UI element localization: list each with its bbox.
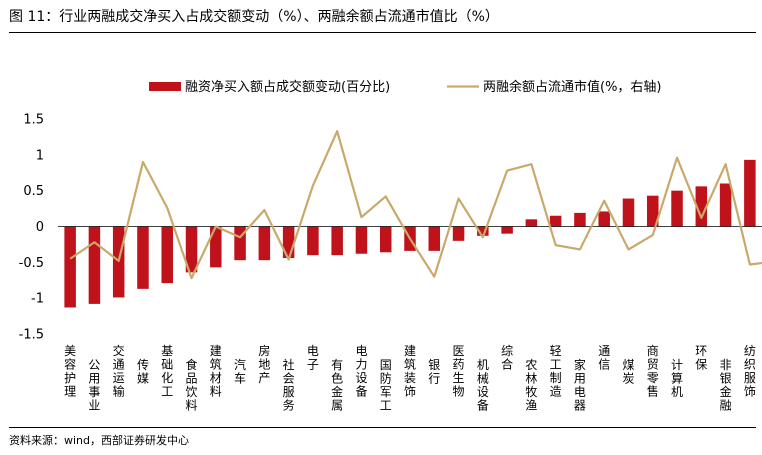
x-category-label: 机械设备	[477, 358, 489, 413]
bar	[137, 226, 149, 289]
bar	[88, 226, 101, 304]
x-category-label: 商贸零售	[647, 343, 659, 399]
x-category-label: 基础化工	[161, 344, 173, 399]
x-category-label: 有色金属	[331, 358, 343, 413]
bar	[598, 211, 610, 227]
y-axis: 1.5 1 0.5 0 -0.5 -1 -1.5	[19, 113, 44, 343]
bar	[185, 226, 198, 273]
y-tick-label: 0	[36, 220, 44, 235]
line-series	[69, 130, 762, 280]
bar	[695, 186, 708, 227]
bar	[282, 226, 295, 259]
bar	[744, 159, 756, 227]
y-tick-label: -1	[31, 292, 44, 307]
x-category-label: 国防军工	[380, 358, 392, 413]
x-category-label: 纺织服饰	[744, 344, 756, 399]
bar	[549, 215, 562, 227]
title-divider	[9, 32, 756, 33]
line-path	[69, 130, 762, 280]
x-category-label: 电力设备	[355, 344, 367, 399]
chart: 融资净买入额占成交额变动(百分比) 两融余额占流通市值(%，右轴) 1.5 1 0.…	[19, 79, 762, 413]
legend: 融资净买入额占成交额变动(百分比) 两融余额占流通市值(%，右轴)	[149, 79, 662, 95]
bar	[428, 226, 441, 251]
x-category-label: 通信	[598, 344, 610, 372]
x-category-label: 建筑材料	[210, 344, 222, 399]
x-category-label: 交通运输	[113, 343, 125, 399]
bar	[671, 190, 683, 227]
x-category-label: 美容护理	[64, 344, 76, 399]
x-category-label: 轻工制造	[550, 344, 562, 399]
bar-series	[64, 159, 756, 308]
bar	[307, 226, 319, 256]
bar	[355, 226, 368, 254]
legend-line-label: 两融余额占流通市值(%，右轴)	[483, 79, 662, 95]
bar	[719, 183, 732, 227]
x-category-label: 电子	[307, 344, 319, 372]
bar	[331, 226, 343, 256]
y-tick-label: -0.5	[19, 256, 44, 271]
x-category-label: 非银金融	[720, 358, 732, 413]
x-category-label: 煤炭	[622, 358, 634, 386]
y-tick-label: 1	[36, 148, 44, 163]
x-category-label: 医药生物	[453, 344, 465, 399]
bar	[622, 198, 635, 227]
bar	[501, 226, 513, 234]
x-category-label: 公用事业	[88, 358, 100, 413]
bar	[258, 226, 271, 261]
bar	[64, 226, 76, 308]
y-tick-label: 0.5	[23, 184, 44, 199]
x-category-label: 家用电器	[574, 357, 586, 413]
bar	[161, 226, 173, 284]
x-category-label: 银行	[428, 358, 440, 386]
bar	[234, 226, 246, 261]
y-tick-label: -1.5	[19, 328, 44, 343]
legend-bar-swatch	[149, 82, 181, 91]
source-note: 资料来源：wind，西部证券研发中心	[9, 434, 190, 447]
x-category-label: 汽车	[234, 357, 246, 386]
bar	[574, 212, 586, 227]
x-category-label: 环保	[695, 344, 707, 372]
bar	[477, 226, 489, 236]
bar	[525, 219, 538, 227]
x-category-label: 社会服务	[283, 357, 295, 413]
footer-divider	[9, 427, 756, 428]
bar	[647, 195, 659, 227]
x-category-label: 食品饮料	[186, 357, 198, 413]
bar	[210, 226, 222, 268]
x-category-label: 建筑装饰	[404, 344, 416, 399]
x-category-label: 计算机	[671, 358, 683, 399]
x-category-label: 农林牧渔	[525, 358, 537, 413]
x-category-label: 综合	[501, 344, 513, 372]
bar	[452, 226, 465, 241]
legend-bar-label: 融资净买入额占成交额变动(百分比)	[185, 79, 390, 95]
figure-title: 图 11：行业两融成交净买入占成交额变动（%）、两融余额占流通市值比（%）	[9, 9, 499, 25]
x-category-label: 房地产	[258, 343, 270, 385]
x-category-label: 传媒	[137, 357, 149, 386]
y-tick-label: 1.5	[23, 113, 44, 128]
bar	[379, 226, 392, 253]
